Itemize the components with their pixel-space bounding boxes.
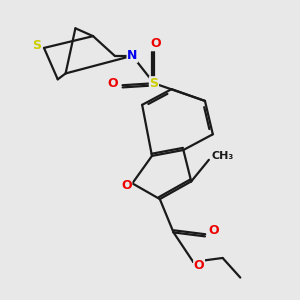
Text: O: O [208,224,219,237]
Text: O: O [121,179,132,192]
Text: S: S [32,40,41,52]
Text: S: S [149,77,158,90]
Text: CH₃: CH₃ [212,151,234,161]
Text: O: O [151,38,161,50]
Text: N: N [127,49,137,62]
Text: O: O [107,77,118,90]
Text: O: O [194,259,204,272]
